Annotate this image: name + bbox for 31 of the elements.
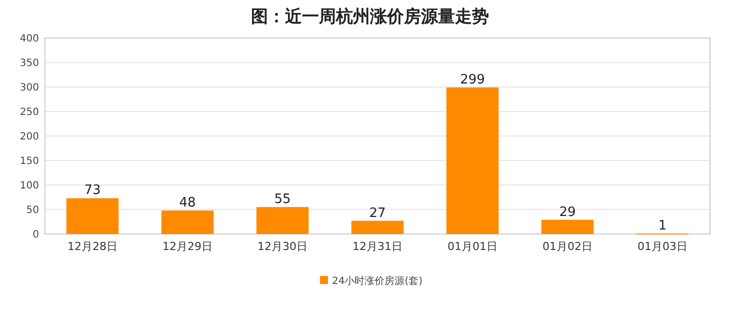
x-tick-label: 12月29日: [162, 240, 212, 253]
chart-title: 图：近一周杭州涨价房源量走势: [251, 7, 489, 27]
bar: [446, 87, 499, 234]
y-tick-label: 250: [20, 107, 39, 118]
bar: [541, 220, 594, 234]
y-tick-label: 200: [20, 132, 39, 142]
data-label: 48: [179, 195, 196, 210]
bar: [66, 198, 119, 234]
y-tick-label: 400: [20, 34, 39, 44]
data-label: 73: [84, 183, 101, 198]
y-tick-label: 350: [20, 58, 39, 69]
bar: [256, 207, 309, 234]
x-tick-label: 01月03日: [638, 240, 688, 253]
y-tick-label: 150: [20, 156, 39, 167]
x-tick-label: 01月02日: [542, 240, 592, 253]
x-tick-label: 01月01日: [448, 240, 498, 253]
data-label: 29: [559, 204, 576, 220]
data-label: 1: [658, 218, 667, 234]
bar: [161, 210, 214, 234]
bar: [351, 220, 404, 234]
y-tick-label: 100: [20, 180, 39, 192]
x-tick-label: 12月28日: [68, 240, 118, 253]
legend-label: 24小时涨价房源(套): [332, 275, 423, 287]
x-tick-label: 12月31日: [352, 240, 402, 253]
y-tick-label: 0: [32, 230, 39, 240]
y-tick-label: 50: [26, 205, 39, 216]
data-label: 27: [369, 206, 386, 221]
x-tick-label: 12月30日: [258, 240, 308, 253]
data-label: 55: [274, 192, 291, 208]
y-tick-label: 300: [20, 82, 39, 94]
data-label: 299: [460, 72, 485, 88]
